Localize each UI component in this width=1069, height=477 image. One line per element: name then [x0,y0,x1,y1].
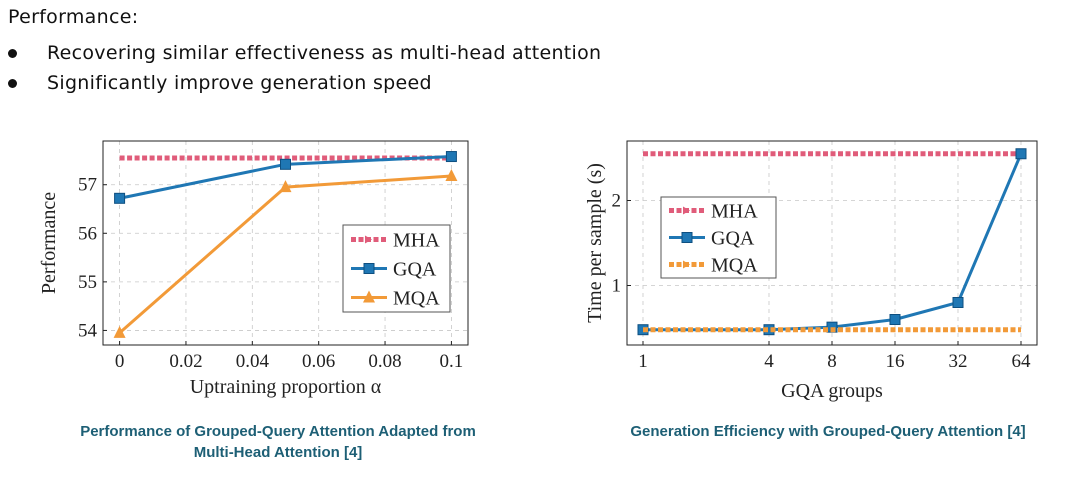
legend-marker [363,290,375,303]
legend-marker [683,206,690,215]
x-tick-label: 0.02 [169,351,202,372]
y-tick-label: 57 [78,175,97,196]
x-tick-label: 0.04 [236,351,270,372]
bullet-list: Recovering similar effectiveness as mult… [6,38,601,98]
data-point-gqa [280,158,291,170]
data-point-gqa [114,192,126,204]
data-point-mqa [113,325,126,338]
bullet-text: Recovering similar effectiveness as mult… [47,42,602,64]
y-tick-label: 55 [78,272,97,293]
bullet-dot [8,78,17,88]
x-tick-label: 4 [764,351,774,372]
x-tick-label: 0.1 [440,351,464,372]
legend-marker [683,260,690,269]
x-tick-label: 0 [115,351,125,372]
x-tick-label: 0.06 [302,351,335,372]
x-tick-label: 16 [886,351,905,372]
chart-caption-performance: Performance of Grouped-Query Attention A… [80,423,476,461]
bullet-item: Significantly improve generation speed [6,68,601,98]
x-tick-label: 0.08 [368,351,401,372]
y-axis-label: Time per sample (s) [584,163,606,323]
data-point-mqa [445,168,458,181]
plot-frame [102,140,469,346]
legend-label-mqa: MQA [711,255,758,277]
bullet-item: Recovering similar effectiveness as mult… [6,38,601,68]
x-tick-label: 32 [949,351,968,372]
page-heading: Performance: [8,6,139,28]
legend-label-gqa: GQA [711,228,755,250]
y-tick-label: 2 [612,191,622,212]
legend-label-mha: MHA [711,201,758,223]
bullet-dot [8,48,17,58]
y-tick-label: 56 [78,223,97,244]
legend: MHA GQA MQA [342,224,451,313]
x-tick-label: 8 [827,351,837,372]
legend-marker [365,235,372,244]
data-point-gqa [1015,148,1027,160]
chart-performance: 0 0.02 0.04 0.06 0.08 0.1 54 55 56 57 Uptraining p… [38,140,469,398]
y-tick-label: 54 [78,320,98,341]
data-point-gqa [889,314,901,325]
legend-marker [363,263,375,274]
data-point-gqa [952,297,964,308]
y-tick-label: 1 [612,276,622,297]
legend-label-mqa: MQA [393,288,440,310]
legend: MHA GQA MQA [660,196,777,279]
x-axis-label: GQA groups [781,380,883,402]
data-point-gqa [445,151,457,163]
chart-caption-efficiency: Generation Efficiency with Grouped-Query… [630,423,1026,440]
x-axis-label: Uptraining proportion α [190,376,382,398]
data-point-mqa [279,180,292,193]
chart-efficiency: 1 4 8 16 32 64 1 2 GQA groups Time per sample (s)… [584,140,1038,402]
x-tick-label: 1 [638,351,648,372]
bullet-text: Significantly improve generation speed [47,72,432,94]
legend-label-gqa: GQA [393,259,437,281]
legend-marker [681,232,693,243]
legend-label-mha: MHA [393,230,440,252]
y-axis-label: Performance [38,192,60,294]
x-tick-label: 64 [1012,351,1032,372]
